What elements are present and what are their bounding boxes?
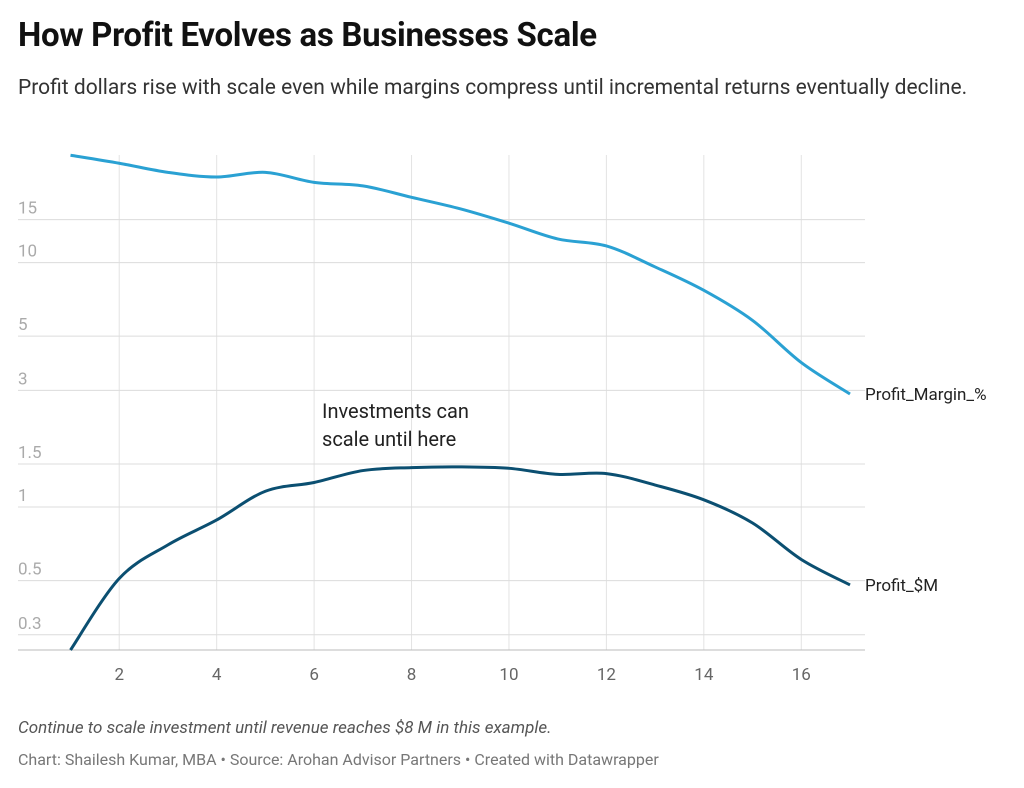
x-tick-label: 14: [694, 665, 714, 685]
x-tick-label: 6: [309, 665, 319, 685]
y-tick-label: 3: [18, 369, 28, 389]
x-tick-label: 12: [597, 665, 616, 685]
y-tick-label: 15: [18, 199, 37, 219]
y-tick-label: 1: [18, 486, 28, 506]
x-tick-label: 2: [114, 665, 124, 685]
y-tick-label: 0.5: [18, 560, 42, 580]
x-tick-label: 4: [212, 665, 222, 685]
series-label: Profit_Margin_%: [865, 385, 987, 405]
x-tick-label: 8: [407, 665, 417, 685]
y-tick-label: 1.5: [18, 443, 42, 463]
annotation: Investments can scale until here: [322, 399, 469, 451]
x-tick-label: 16: [792, 665, 811, 685]
y-tick-label: 0.3: [18, 614, 42, 634]
chart-subtitle: Profit dollars rise with scale even whil…: [18, 76, 968, 100]
line-series: [70, 153, 851, 396]
note: Continue to scale investment until reven…: [18, 718, 552, 738]
chart-title: How Profit Evolves as Businesses Scale: [18, 16, 597, 55]
x-tick-label: 10: [499, 665, 518, 685]
y-tick-label: 5: [18, 315, 28, 335]
line-series: [69, 465, 851, 651]
series-label: Profit_$M: [865, 576, 938, 596]
credit: Chart: Shailesh Kumar, MBA • Source: Aro…: [18, 750, 659, 769]
y-tick-label: 10: [18, 242, 37, 262]
